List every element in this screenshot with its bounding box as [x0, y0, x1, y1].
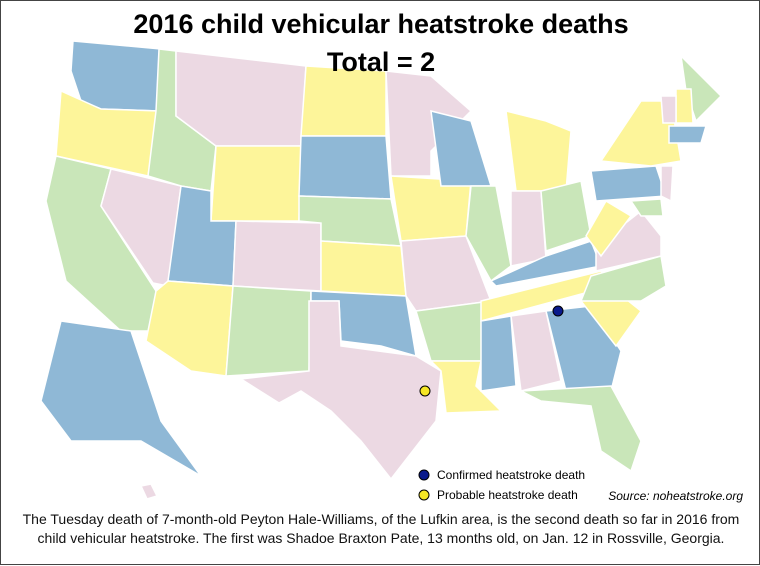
state [510, 310, 562, 392]
state [660, 165, 674, 203]
state [540, 180, 592, 253]
state [465, 185, 512, 283]
state [145, 280, 234, 377]
state [585, 199, 633, 258]
map-title: 2016 child vehicular heatstroke deaths [133, 9, 628, 39]
state [668, 125, 708, 144]
state [298, 135, 392, 200]
state [595, 209, 662, 272]
state [590, 165, 668, 202]
state [225, 285, 312, 377]
state [210, 145, 302, 222]
legend-swatch [418, 489, 430, 501]
confirmed-death-marker [552, 305, 564, 317]
probable-death-marker [419, 385, 431, 397]
state [238, 300, 442, 481]
state [430, 110, 493, 187]
state [510, 190, 547, 267]
state [629, 198, 664, 217]
states [40, 40, 723, 500]
state [675, 88, 694, 124]
state [70, 40, 162, 112]
state [660, 95, 677, 124]
map-subtitle: Total = 2 [327, 47, 435, 77]
state [505, 110, 572, 192]
state [40, 320, 202, 477]
state [518, 385, 642, 473]
legend-label: Probable heatstroke death [437, 488, 578, 502]
legend-label: Confirmed heatstroke death [437, 468, 585, 482]
state [415, 300, 492, 362]
legend-swatch [418, 469, 430, 481]
state [232, 220, 322, 292]
state [320, 240, 407, 297]
state [480, 315, 517, 392]
source: Source: noheatstroke.org [608, 489, 743, 503]
caption: The Tuesday death of 7-month-old Peyton … [22, 511, 740, 546]
state [139, 483, 159, 500]
